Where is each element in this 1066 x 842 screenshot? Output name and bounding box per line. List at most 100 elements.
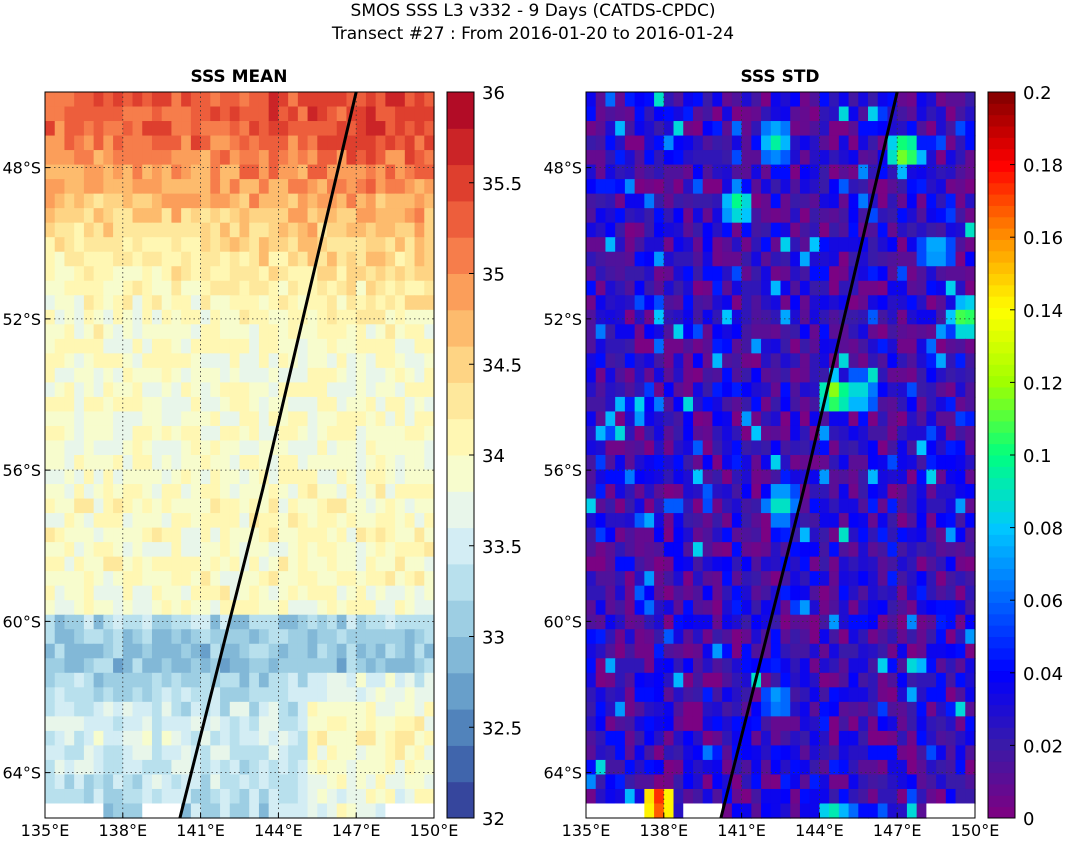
heatmap-cell bbox=[414, 237, 425, 253]
heatmap-cell bbox=[916, 411, 927, 427]
heatmap-cell bbox=[936, 455, 947, 471]
heatmap-cell bbox=[877, 179, 889, 195]
heatmap-cell bbox=[93, 774, 104, 790]
heatmap-cell bbox=[955, 716, 966, 732]
heatmap-cell bbox=[790, 396, 801, 413]
heatmap-cell bbox=[307, 338, 318, 354]
heatmap-cell bbox=[93, 135, 104, 151]
heatmap-cell bbox=[93, 730, 104, 746]
heatmap-cell bbox=[45, 425, 56, 442]
heatmap-cell bbox=[654, 222, 665, 238]
heatmap-cell bbox=[906, 121, 918, 137]
heatmap-cell bbox=[702, 484, 714, 500]
heatmap-cell bbox=[965, 730, 976, 746]
heatmap-cell bbox=[965, 672, 976, 688]
heatmap-cell bbox=[54, 237, 66, 253]
heatmap-cell bbox=[916, 484, 927, 500]
heatmap-cell bbox=[424, 266, 435, 282]
heatmap-cell bbox=[741, 571, 752, 587]
heatmap-cell bbox=[200, 280, 211, 296]
heatmap-cell bbox=[829, 106, 840, 122]
heatmap-cell bbox=[955, 788, 966, 805]
heatmap-cell bbox=[190, 556, 202, 572]
heatmap-cell bbox=[327, 367, 338, 383]
heatmap-cell bbox=[673, 542, 684, 558]
heatmap-cell bbox=[142, 498, 153, 514]
heatmap-cell bbox=[819, 643, 830, 659]
heatmap-cell bbox=[181, 716, 192, 732]
heatmap-cell bbox=[220, 164, 231, 180]
heatmap-cell bbox=[288, 208, 299, 224]
heatmap-cell bbox=[113, 367, 124, 383]
heatmap-cell bbox=[200, 556, 211, 572]
heatmap-cell bbox=[916, 716, 927, 732]
heatmap-cell bbox=[965, 135, 976, 151]
heatmap-cell bbox=[926, 585, 937, 601]
heatmap-cell bbox=[327, 237, 338, 253]
heatmap-cell bbox=[712, 411, 723, 427]
heatmap-cell bbox=[93, 629, 104, 645]
heatmap-cell bbox=[288, 237, 299, 253]
heatmap-cell bbox=[955, 542, 966, 558]
heatmap-cell bbox=[113, 135, 124, 151]
heatmap-cell bbox=[877, 527, 889, 543]
heatmap-cell bbox=[809, 498, 820, 514]
heatmap-cell bbox=[268, 193, 279, 209]
heatmap-cell bbox=[45, 469, 56, 485]
heatmap-cell bbox=[916, 774, 927, 790]
heatmap-cell bbox=[945, 745, 957, 761]
heatmap-cell bbox=[877, 309, 889, 325]
heatmap-cell bbox=[375, 396, 386, 413]
heatmap-cell bbox=[595, 411, 607, 427]
colorbar-segment bbox=[988, 772, 1015, 785]
heatmap-cell bbox=[74, 280, 85, 296]
heatmap-cell bbox=[692, 788, 704, 805]
heatmap-cell bbox=[916, 440, 927, 456]
heatmap-cell bbox=[595, 309, 607, 325]
heatmap-cell bbox=[790, 425, 801, 442]
heatmap-cell bbox=[741, 484, 752, 500]
heatmap-cell bbox=[770, 222, 782, 238]
heatmap-cell bbox=[404, 730, 416, 746]
heatmap-cell bbox=[916, 121, 927, 137]
heatmap-cell bbox=[722, 701, 733, 717]
heatmap-cell bbox=[385, 440, 396, 456]
heatmap-cell bbox=[692, 251, 704, 267]
heatmap-cell bbox=[615, 150, 626, 166]
heatmap-cell bbox=[809, 280, 820, 296]
heatmap-cell bbox=[965, 164, 976, 180]
heatmap-cell bbox=[819, 614, 830, 630]
heatmap-cell bbox=[897, 600, 908, 616]
heatmap-cell bbox=[634, 745, 645, 761]
heatmap-cell bbox=[375, 295, 386, 311]
heatmap-cell bbox=[838, 455, 850, 471]
heatmap-cell bbox=[220, 759, 231, 776]
heatmap-cell bbox=[936, 571, 947, 587]
heatmap-cell bbox=[395, 556, 406, 572]
colorbar-segment bbox=[988, 420, 1015, 433]
heatmap-cell bbox=[395, 237, 406, 253]
heatmap-cell bbox=[336, 425, 348, 442]
heatmap-cell bbox=[858, 513, 869, 529]
heatmap-cell bbox=[258, 324, 270, 340]
heatmap-cell bbox=[692, 425, 704, 442]
heatmap-cell bbox=[171, 411, 182, 427]
heatmap-cell bbox=[278, 745, 289, 761]
heatmap-cell bbox=[761, 237, 772, 253]
heatmap-cell bbox=[414, 396, 425, 413]
heatmap-cell bbox=[936, 498, 947, 514]
heatmap-cell bbox=[936, 193, 947, 209]
heatmap-cell bbox=[278, 121, 289, 137]
heatmap-cell bbox=[142, 396, 153, 413]
heatmap-cell bbox=[761, 280, 772, 296]
heatmap-cell bbox=[731, 324, 743, 340]
heatmap-cell bbox=[404, 266, 416, 282]
heatmap-cell bbox=[424, 251, 435, 267]
heatmap-cell bbox=[731, 513, 743, 529]
heatmap-cell bbox=[45, 193, 56, 209]
heatmap-cell bbox=[906, 353, 918, 369]
heatmap-cell bbox=[692, 353, 704, 369]
heatmap-cell bbox=[74, 92, 85, 108]
heatmap-cell bbox=[741, 556, 752, 572]
heatmap-cell bbox=[897, 324, 908, 340]
